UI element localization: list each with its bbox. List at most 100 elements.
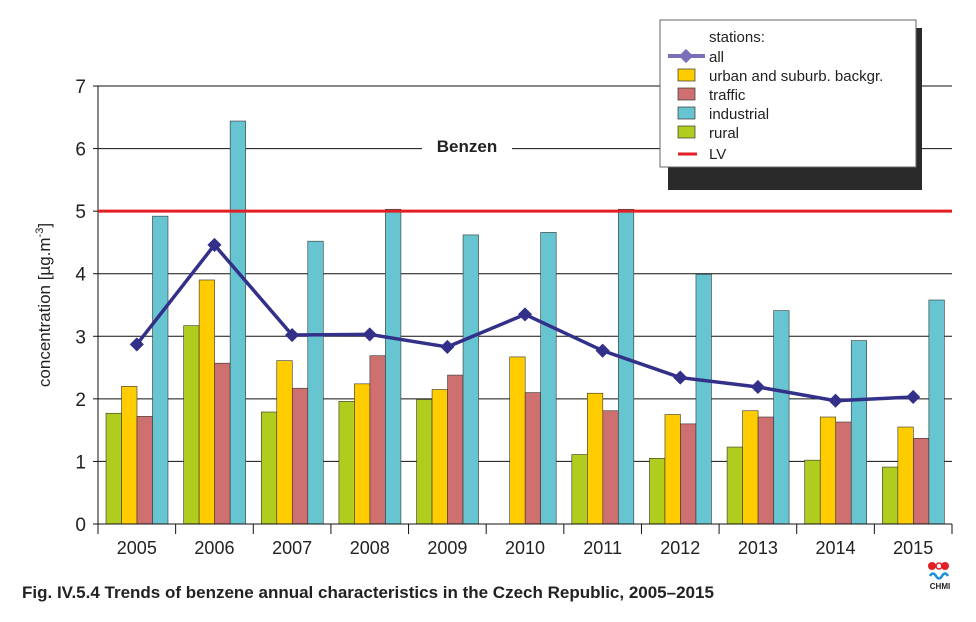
bar-urban	[664, 414, 681, 525]
bar-urban	[819, 416, 837, 525]
bar-rural	[571, 454, 588, 525]
y-tick-label: 5	[75, 202, 86, 223]
bar-traffic	[369, 355, 386, 525]
logo-dot	[941, 562, 949, 570]
x-tick-label: 2014	[816, 538, 856, 558]
y-label-main: concentration [µg.m	[35, 237, 54, 387]
point-all	[517, 307, 533, 322]
bar-rural	[804, 459, 821, 525]
logo-dot	[928, 562, 936, 570]
legend-label: all	[709, 49, 724, 66]
legend-label: industrial	[709, 106, 769, 123]
point-all	[906, 389, 921, 405]
bar-urban	[121, 386, 138, 525]
y-tick-label: 7	[75, 77, 86, 98]
x-tick-label: 2005	[117, 538, 157, 558]
bar-urban	[354, 383, 371, 525]
bar-urban	[509, 356, 526, 525]
y-axis-label: concentration [µg.m-3]	[34, 223, 54, 387]
logo-wave	[928, 572, 950, 580]
point-all	[285, 327, 300, 343]
legend-label: rural	[709, 125, 739, 142]
point-all	[129, 337, 144, 352]
y-tick-label: 6	[75, 140, 86, 161]
y-label-end: ]	[35, 223, 54, 228]
logo-text: CHMI	[930, 582, 950, 591]
chmi-logo: CHMI	[928, 562, 950, 591]
bar-traffic	[757, 416, 774, 525]
bar-traffic	[291, 387, 309, 525]
bar-rural	[882, 466, 899, 525]
legend-label: urban and suburb. backgr.	[709, 68, 883, 85]
bar-industrial	[462, 234, 479, 525]
point-all	[750, 379, 765, 395]
bar-urban	[897, 426, 914, 525]
bar-industrial	[152, 215, 169, 525]
y-label-sup: -3	[34, 228, 46, 238]
bar-traffic	[524, 392, 541, 525]
legend-box	[659, 19, 917, 168]
bar-industrial	[618, 208, 635, 525]
y-tick-label: 2	[75, 390, 86, 411]
bar-industrial	[695, 274, 712, 525]
x-tick-label: 2011	[583, 538, 622, 558]
bar-rural	[105, 412, 122, 525]
point-all	[440, 339, 455, 354]
bar-industrial	[850, 340, 868, 525]
bar-traffic	[214, 362, 231, 525]
bar-traffic	[602, 410, 619, 525]
x-tick-label: 2015	[893, 538, 933, 558]
point-all	[207, 237, 222, 253]
legend-swatch	[677, 68, 696, 82]
point-all	[828, 393, 843, 408]
x-tick-label: 2012	[660, 538, 700, 558]
bar-industrial	[307, 240, 324, 525]
x-tick-label: 2010	[505, 538, 545, 558]
legend-title: stations:	[709, 29, 765, 46]
legend: stations: all urban and suburb. backgr. tra…	[659, 19, 922, 190]
bar-rural	[649, 457, 666, 525]
legend-swatch	[677, 106, 696, 120]
bar-urban	[276, 360, 293, 525]
bar-rural	[416, 399, 433, 525]
title-bg	[422, 134, 512, 158]
point-all	[362, 327, 377, 342]
bar-urban	[587, 392, 604, 525]
bar-rural	[726, 446, 743, 525]
bar-urban	[742, 410, 759, 525]
legend-diamond-all	[678, 48, 694, 64]
figure-caption: Fig. IV.5.4 Trends of benzene annual cha…	[22, 583, 714, 602]
bar-traffic	[680, 423, 697, 525]
bar-traffic	[913, 437, 930, 525]
bar-industrial	[773, 310, 790, 525]
bar-traffic	[835, 421, 852, 525]
y-tick-label: 4	[75, 265, 86, 286]
point-all	[673, 370, 688, 385]
bar-rural	[183, 325, 200, 525]
x-tick-label: 2008	[350, 538, 390, 558]
legend-label: LV	[709, 146, 726, 163]
legend-swatch	[677, 87, 696, 101]
bar-rural	[338, 401, 355, 525]
y-tick-label: 1	[75, 452, 86, 473]
bar-industrial	[928, 299, 945, 525]
y-tick-label: 3	[75, 327, 86, 348]
x-tick-label: 2009	[427, 538, 467, 558]
y-tick-label: 0	[75, 515, 86, 536]
bar-urban	[198, 279, 215, 525]
legend-label: traffic	[709, 87, 746, 104]
chart-title: Benzen	[437, 137, 497, 156]
logo-ring	[935, 562, 943, 570]
bar-industrial	[385, 208, 402, 525]
bar-traffic	[447, 374, 464, 525]
bar-rural	[260, 411, 278, 525]
bar-urban	[431, 389, 448, 525]
bar-industrial	[229, 120, 246, 525]
bar-traffic	[136, 416, 153, 525]
x-tick-label: 2013	[738, 538, 778, 558]
x-tick-label: 2006	[194, 538, 234, 558]
legend-swatch	[677, 125, 696, 139]
bar-industrial	[540, 232, 557, 525]
point-all	[595, 343, 610, 358]
